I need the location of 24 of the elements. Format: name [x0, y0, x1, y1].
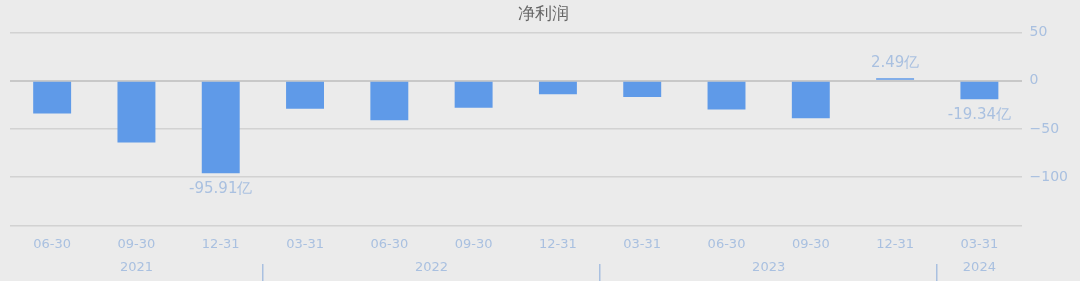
- y-tick-label: 50: [1029, 23, 1048, 40]
- text: 2024: [962, 259, 996, 275]
- text: 2022: [414, 259, 449, 275]
- x-tick-label: 06-30: [33, 235, 72, 251]
- x-tick-label: 12-31: [539, 235, 577, 251]
- y-tick-label: −50: [1029, 119, 1060, 136]
- x-tick-label: 09-30: [791, 235, 830, 251]
- data-label: 2.49亿: [870, 52, 920, 71]
- x-tick-label: 12-31: [876, 235, 914, 251]
- x-tick-label: 06-30: [707, 235, 746, 251]
- data-label: -19.34亿: [947, 104, 1012, 123]
- text: 2023: [752, 259, 786, 275]
- y-tick-label: 0: [1029, 71, 1039, 88]
- text: 2021: [119, 259, 153, 275]
- x-tick-label: 12-31: [201, 235, 240, 251]
- chart-title: 净利润: [517, 2, 569, 23]
- x-tick-label: 06-30: [370, 235, 409, 251]
- x-tick-label: 03-31: [960, 235, 999, 251]
- x-tick-label: 09-30: [117, 235, 156, 251]
- x-tick-label: 09-30: [454, 235, 493, 251]
- data-label: -95.91亿: [189, 178, 253, 197]
- x-tick-label: 03-31: [286, 235, 324, 251]
- y-tick-label: −100: [1029, 167, 1068, 184]
- x-tick-label: 03-31: [623, 235, 662, 251]
